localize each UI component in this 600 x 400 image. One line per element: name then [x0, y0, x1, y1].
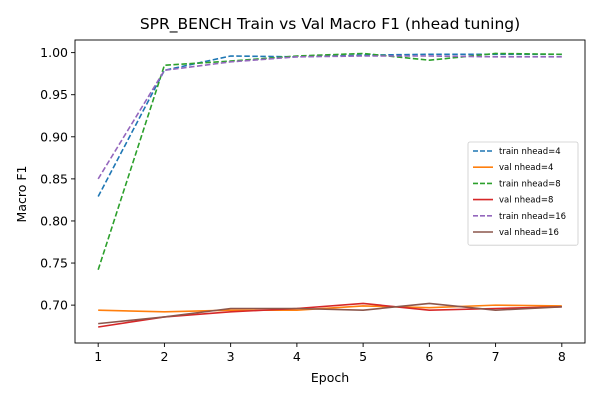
y-tick-label: 0.95 — [40, 87, 68, 102]
y-tick-label: 0.90 — [40, 129, 68, 144]
chart-title: SPR_BENCH Train vs Val Macro F1 (nhead t… — [140, 15, 520, 34]
legend-label-5: val nhead=16 — [499, 228, 559, 238]
series-line-1 — [98, 304, 562, 313]
legend-box — [467, 141, 579, 246]
series-line-4 — [97, 55, 562, 180]
series-line-2 — [97, 52, 562, 271]
plot-area: 1 2 3 4 5 6 7 8 0.70 0.75 0.80 0.85 0.90 0.95 1.00 — [40, 39, 586, 364]
legend-label-0: train nhead=4 — [499, 147, 561, 157]
legend-label-2: train nhead=8 — [499, 179, 561, 189]
plot-frame — [74, 39, 586, 344]
x-tick-label: 3 — [227, 349, 235, 364]
y-tick-label: 1.00 — [40, 45, 68, 60]
y-tick-label: 0.70 — [40, 298, 68, 313]
y-axis-label: Macro F1 — [14, 166, 29, 223]
series-line-3 — [98, 302, 562, 328]
x-tick-label: 7 — [492, 349, 500, 364]
x-tick-label: 6 — [425, 349, 433, 364]
x-tick-label: 5 — [359, 349, 367, 364]
y-tick-label: 0.85 — [40, 171, 68, 186]
y-tick-label: 0.75 — [40, 256, 68, 271]
legend-label-1: val nhead=4 — [499, 163, 553, 173]
series-line-5 — [98, 302, 562, 325]
legend-label-4: train nhead=16 — [499, 212, 566, 222]
legend-label-3: val nhead=8 — [499, 196, 553, 206]
x-tick-label: 2 — [160, 349, 168, 364]
legend: train nhead=4 val nhead=4 train nhead=8 val… — [467, 141, 579, 246]
x-tick-label: 1 — [94, 349, 102, 364]
x-tick-label: 8 — [558, 349, 566, 364]
x-tick-label: 4 — [293, 349, 301, 364]
y-tick-label: 0.80 — [40, 213, 68, 228]
x-axis-label: Epoch — [311, 370, 349, 385]
